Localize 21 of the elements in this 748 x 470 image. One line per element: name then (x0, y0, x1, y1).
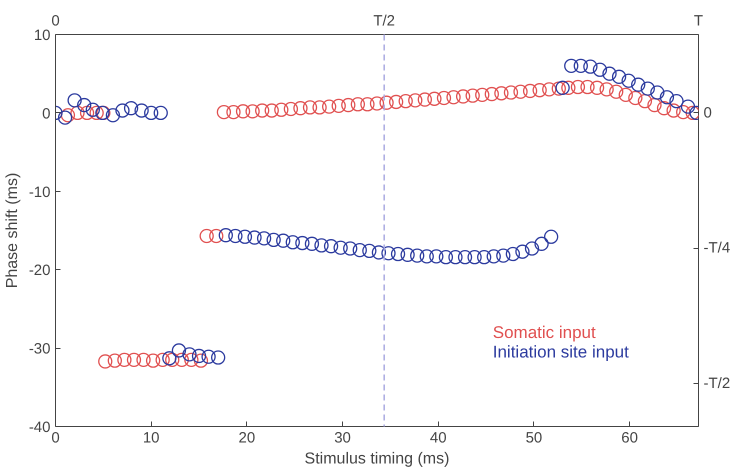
ref-line-label: T/2 (373, 12, 396, 30)
x-tick-label: 60 (621, 430, 638, 446)
x-tick-label: 20 (238, 430, 256, 446)
text: T (694, 12, 704, 30)
y-axis-title: Phase shift (ms) (4, 172, 21, 288)
text: Somatic input (492, 322, 596, 342)
x-tick-label: 50 (526, 430, 542, 446)
y-tick-label: 10 (34, 27, 51, 44)
text: Initiation site input (492, 342, 630, 362)
x-tick-label: 40 (430, 430, 447, 446)
y-tick-label: -10 (28, 184, 51, 201)
x-tick-label: 10 (142, 430, 160, 446)
x-axis-title: Stimulus timing (ms) (304, 450, 450, 468)
y-tick-label: -40 (28, 419, 51, 436)
text: -T/2 (704, 374, 730, 392)
y-tick-label: -30 (28, 340, 51, 358)
y-tick-label: 0 (42, 105, 50, 122)
x-tick-label: 30 (334, 430, 351, 446)
text: 0 (704, 104, 712, 122)
text: -T/4 (704, 240, 730, 257)
y-tick-label: -20 (28, 262, 51, 280)
